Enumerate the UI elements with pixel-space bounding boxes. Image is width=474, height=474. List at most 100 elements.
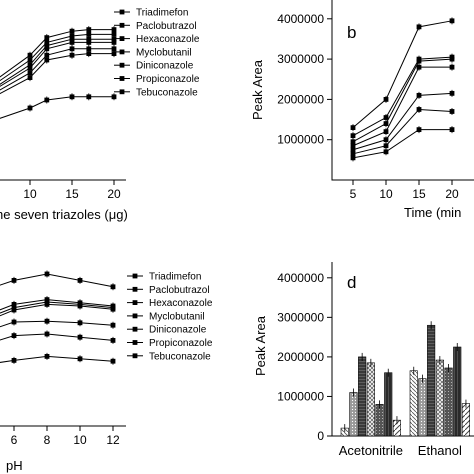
panel-b-point xyxy=(449,127,455,133)
panel-b-point xyxy=(383,129,389,135)
panel-c-point xyxy=(11,319,17,325)
panel-c-legend-marker xyxy=(132,353,138,359)
panel-b-point xyxy=(416,107,422,112)
panel-d-bar xyxy=(444,367,453,437)
panel-a-point xyxy=(69,46,75,52)
panel-c-x-tick-label: 8 xyxy=(44,433,51,447)
panel-c-legend-marker xyxy=(132,300,138,305)
panel-a-point xyxy=(44,52,50,58)
panel-c-line-1 xyxy=(0,273,114,288)
panel-c-point xyxy=(44,331,50,337)
panel-b-point xyxy=(350,139,356,145)
panel-c-point xyxy=(44,318,50,324)
panel-b: 5 10 15 20 1000000 2000000 3000000 4000000 Peak… xyxy=(250,0,474,220)
panel-c-legend-entry: Hexaconazole xyxy=(149,298,213,309)
panel-d-bar xyxy=(453,346,462,437)
panel-c-point xyxy=(44,271,50,277)
panel-b-point xyxy=(383,121,389,126)
panel-a-point xyxy=(27,65,33,71)
panel-a-legend-entry: Hexaconazole xyxy=(136,34,200,45)
panel-b-line-6 xyxy=(352,108,453,155)
panel-c-legend-entry: Triadimefon xyxy=(149,272,201,283)
panel-a-legend-marker xyxy=(119,9,125,15)
panel-b-point xyxy=(449,90,455,96)
panel-c-x-tick-label: 12 xyxy=(106,433,120,447)
panel-c-point xyxy=(77,334,83,340)
panel-a-line-7 xyxy=(0,96,114,119)
panel-d: 0 1000000 2000000 3000000 4000000 Acetonitri… xyxy=(253,262,474,458)
panel-b-y-tick-label: 1000000 xyxy=(277,133,324,147)
panel-c-point xyxy=(11,278,17,283)
panel-b-point xyxy=(350,155,356,161)
panel-a-point xyxy=(86,27,92,32)
panel-c-point xyxy=(110,322,116,328)
panel-a-legend-entry: Propiconazole xyxy=(136,74,200,85)
panel-a-legend-marker xyxy=(119,36,125,41)
panel-d-category-label: Ethanol xyxy=(418,443,462,458)
panel-b-point xyxy=(416,127,422,133)
panel-c-point xyxy=(77,356,83,362)
panel-a-line-2 xyxy=(0,33,114,82)
panel-c-point xyxy=(110,306,116,312)
panel-a: 10 15 20 he seven triazoles (μg) Triadimef… xyxy=(0,8,200,222)
panel-b-y-tick-label: 2000000 xyxy=(277,92,324,106)
panel-b-point xyxy=(449,64,455,70)
panel-a-point xyxy=(86,40,92,45)
panel-b-x-tick-label: 15 xyxy=(412,187,426,201)
panel-a-point xyxy=(111,94,117,100)
panel-a-legend-entry: Diniconazole xyxy=(136,61,194,72)
panel-c-x-axis-label: pH xyxy=(6,458,23,473)
panel-b-point xyxy=(416,64,422,70)
panel-d-y-tick-label: 0 xyxy=(317,429,324,443)
panel-a-point xyxy=(44,57,50,63)
panel-d-bar xyxy=(358,356,367,437)
panel-c-point xyxy=(77,320,83,326)
panel-a-point xyxy=(111,46,117,52)
panel-a-line-6 xyxy=(0,53,114,95)
panel-a-point xyxy=(27,75,33,80)
panel-a-legend: Triadimefon Paclobutrazol Hexaconazole Mycl… xyxy=(114,8,200,98)
panel-c-line-5 xyxy=(0,320,114,328)
panel-a-point xyxy=(27,105,33,111)
panel-a-legend-marker xyxy=(119,49,125,55)
panel-b-point xyxy=(416,24,422,30)
panel-a-point xyxy=(69,52,75,58)
panel-c-x-tick-label: 6 xyxy=(11,433,18,447)
panel-a-point xyxy=(111,40,117,45)
panel-a-point xyxy=(69,28,75,34)
panel-a-point xyxy=(44,46,50,52)
panel-a-point xyxy=(86,94,92,100)
panel-c-x-tick-label: 10 xyxy=(73,433,87,447)
panel-c-point xyxy=(44,354,50,359)
panel-b-x-tick-label: 20 xyxy=(445,187,459,201)
panel-b-line-4 xyxy=(352,66,452,147)
panel-d-y-tick-label: 3000000 xyxy=(277,310,324,324)
panel-a-point xyxy=(111,27,117,32)
panel-c: 6 8 10 12 pH Triadimefon Paclobutrazol Hexaco… xyxy=(0,270,213,473)
panel-a-line-5 xyxy=(0,48,114,91)
panel-d-bar xyxy=(418,378,427,437)
panel-b-point xyxy=(449,109,455,114)
panel-c-point xyxy=(77,278,83,283)
panel-b-point xyxy=(350,143,356,149)
panel-b-x-tick-label: 10 xyxy=(379,187,393,201)
panel-d-bar xyxy=(366,362,375,437)
panel-b-point xyxy=(350,125,356,131)
panel-a-point xyxy=(69,94,75,100)
panel-b-point xyxy=(383,97,389,102)
panel-c-legend-entry: Propiconazole xyxy=(149,338,213,349)
panel-b-y-tick-label: 4000000 xyxy=(277,12,324,26)
panel-a-legend-entry: Paclobutrazol xyxy=(136,21,197,32)
panel-d-bar xyxy=(384,372,393,437)
panel-a-legend-marker xyxy=(119,62,125,68)
panel-d-bar xyxy=(349,392,358,437)
panel-b-y-tick-label: 3000000 xyxy=(277,52,324,66)
panel-a-point xyxy=(27,57,33,63)
panel-c-point xyxy=(110,284,116,290)
panel-c-point xyxy=(44,302,50,307)
panel-c-legend-marker xyxy=(132,340,138,345)
panel-d-y-axis-label: Peak Area xyxy=(253,315,268,376)
panel-c-legend-marker xyxy=(132,286,138,292)
panel-b-point xyxy=(416,92,422,98)
panel-b-label: b xyxy=(347,23,356,42)
